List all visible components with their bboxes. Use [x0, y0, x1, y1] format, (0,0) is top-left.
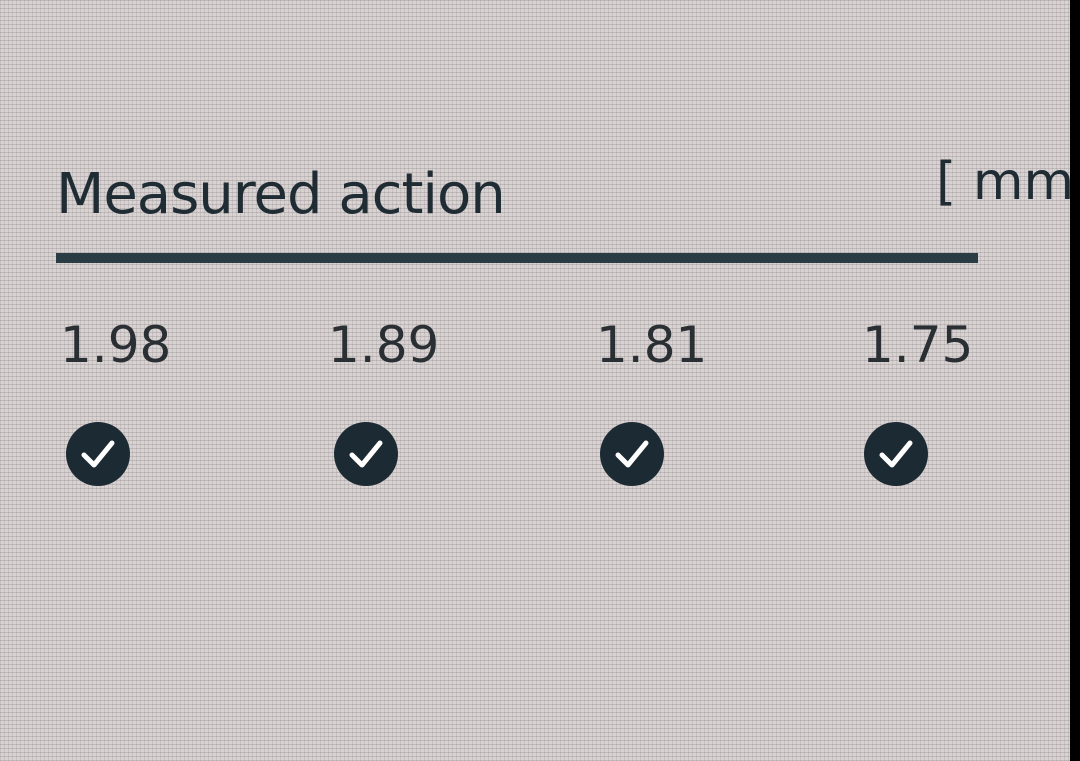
check-icon — [864, 422, 928, 486]
measurement-value: 1.98 — [60, 316, 172, 374]
unit-label: [ mm — [936, 152, 1075, 212]
check-icon — [334, 422, 398, 486]
section-title: Measured action — [56, 162, 506, 227]
check-icon — [600, 422, 664, 486]
check-icon — [66, 422, 130, 486]
divider — [56, 253, 978, 263]
measurement-value: 1.89 — [328, 316, 440, 374]
measurement-value: 1.75 — [862, 316, 974, 374]
screen-bezel — [1070, 0, 1080, 761]
measurement-value: 1.81 — [596, 316, 708, 374]
